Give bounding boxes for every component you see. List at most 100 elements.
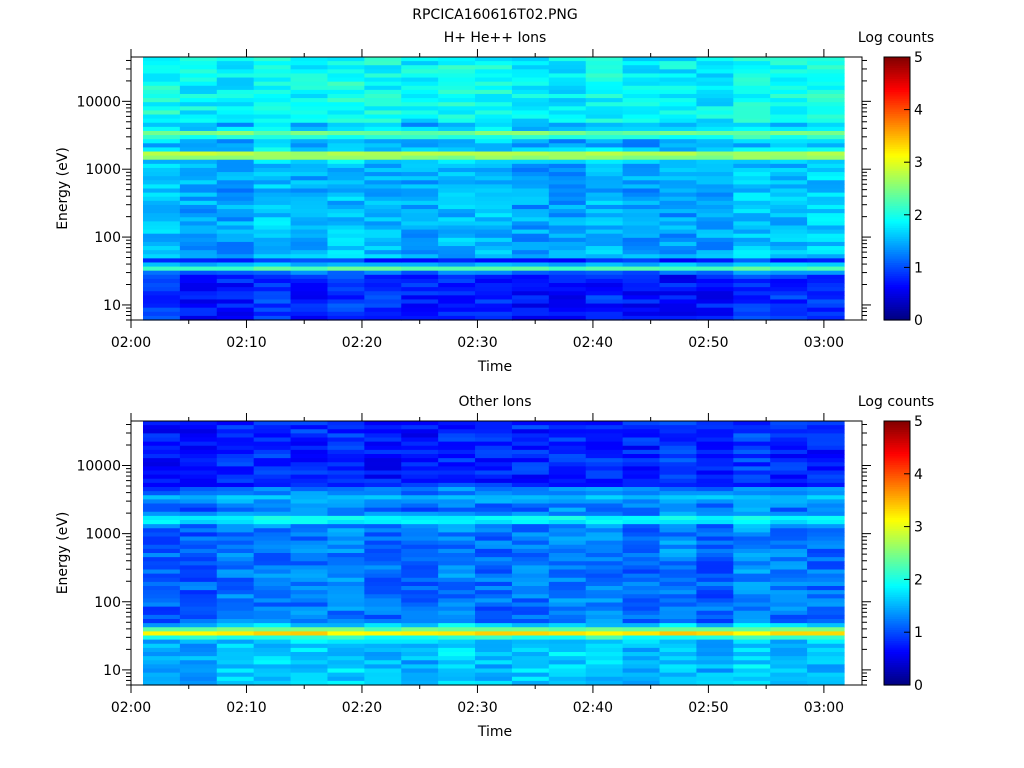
spectrogram (143, 57, 845, 321)
colorbar-segment (884, 544, 910, 547)
colorbar-segment (884, 553, 910, 556)
colorbar-segment (884, 96, 910, 100)
spectrogram-cell (548, 499, 587, 505)
spectrogram-cell (253, 266, 292, 272)
spectrogram-cell (364, 147, 402, 153)
spectrogram-cell (770, 57, 808, 62)
spectrogram-cell (290, 57, 329, 62)
spectrogram-cell (253, 602, 292, 608)
spectrogram-cell (253, 85, 292, 91)
spectrogram-cell (511, 458, 550, 463)
spectrogram-cell (290, 639, 329, 645)
spectrogram-cell (807, 61, 845, 66)
spectrogram-cell (511, 217, 550, 222)
spectrogram-cell (659, 237, 698, 243)
spectrogram-cell (659, 664, 698, 670)
spectrogram-cell (143, 672, 181, 678)
spectrogram-cell (290, 623, 329, 628)
spectrogram-cell (438, 213, 476, 218)
spectrogram-cell (622, 139, 661, 144)
spectrogram-cell (696, 209, 734, 214)
spectrogram-cell (253, 445, 292, 451)
spectrogram-cell (327, 250, 365, 255)
spectrogram-cell (548, 151, 587, 157)
spectrogram-cell (327, 433, 365, 439)
spectrogram-cell (475, 188, 513, 194)
spectrogram-cell (364, 250, 402, 255)
spectrogram-cell (364, 299, 402, 305)
spectrogram-cell (733, 213, 771, 218)
spectrogram-cell (475, 237, 513, 243)
spectrogram-cell (179, 647, 218, 653)
spectrogram-cell (216, 487, 255, 492)
spectrogram-cell (290, 647, 329, 653)
spectrogram-cell (475, 540, 513, 546)
spectrogram-cell (401, 77, 439, 83)
spectrogram-cell (253, 118, 292, 124)
spectrogram-cell (216, 204, 255, 210)
spectrogram-cell (438, 311, 476, 317)
spectrogram-cell (807, 581, 845, 587)
colorbar-segment (884, 539, 910, 543)
spectrogram-cell (364, 586, 402, 591)
spectrogram-cell (659, 429, 698, 434)
y-tick-label: 100 (94, 230, 121, 246)
spectrogram-cell (770, 61, 808, 66)
spectrogram-cell (253, 254, 292, 259)
spectrogram-cell (659, 291, 698, 296)
spectrogram-cell (622, 147, 661, 153)
spectrogram-cell (475, 57, 513, 62)
spectrogram-cell (253, 155, 292, 161)
spectrogram-cell (253, 441, 292, 447)
colorbar-segment (884, 513, 910, 517)
spectrogram-cell (438, 602, 476, 608)
colorbar-segment (884, 173, 910, 176)
spectrogram-cell (659, 466, 698, 472)
spectrogram-cell (327, 610, 365, 616)
spectrogram-cell (622, 221, 661, 227)
spectrogram-cell (253, 126, 292, 132)
spectrogram-cell (807, 270, 845, 276)
spectrogram-cell (179, 594, 218, 599)
spectrogram-cell (585, 315, 624, 321)
spectrogram-cell (548, 184, 587, 190)
spectrogram-cell (475, 93, 513, 99)
spectrogram-cell (548, 503, 587, 509)
spectrogram-cell (253, 151, 292, 157)
spectrogram-cell (290, 660, 329, 665)
spectrogram-cell (253, 536, 292, 542)
spectrogram-cell (179, 287, 218, 292)
spectrogram-cell (475, 118, 513, 124)
spectrogram-cell (327, 652, 365, 657)
spectrogram-cell (327, 122, 365, 128)
spectrogram-cell (364, 287, 402, 292)
colorbar-segment (884, 232, 910, 236)
spectrogram-cell (733, 610, 771, 616)
spectrogram-cell (216, 89, 255, 95)
spectrogram-cell (807, 619, 845, 624)
colorbar-segment (884, 149, 910, 152)
spectrogram-cell (179, 278, 218, 284)
spectrogram-cell (548, 163, 587, 169)
spectrogram-cell (401, 89, 439, 95)
spectrogram-cell (327, 217, 365, 222)
spectrogram-cell (696, 237, 734, 243)
spectrogram-cell (585, 664, 624, 670)
spectrogram-cell (401, 656, 439, 661)
spectrogram-cell (770, 635, 808, 641)
spectrogram-cell (179, 528, 218, 533)
spectrogram-cell (364, 429, 402, 434)
colorbar-segment (884, 603, 910, 607)
spectrogram-cell (585, 89, 624, 95)
spectrogram-cell (401, 217, 439, 222)
spectrogram-cell (511, 163, 550, 169)
spectrogram-cell (696, 303, 734, 309)
spectrogram-cell (511, 93, 550, 99)
spectrogram-cell (364, 577, 402, 583)
spectrogram-cell (548, 229, 587, 235)
spectrogram-cell (438, 643, 476, 649)
spectrogram-cell (253, 449, 292, 455)
spectrogram-cell (143, 623, 181, 628)
spectrogram-cell (548, 425, 587, 430)
colorbar-segment (884, 252, 910, 255)
